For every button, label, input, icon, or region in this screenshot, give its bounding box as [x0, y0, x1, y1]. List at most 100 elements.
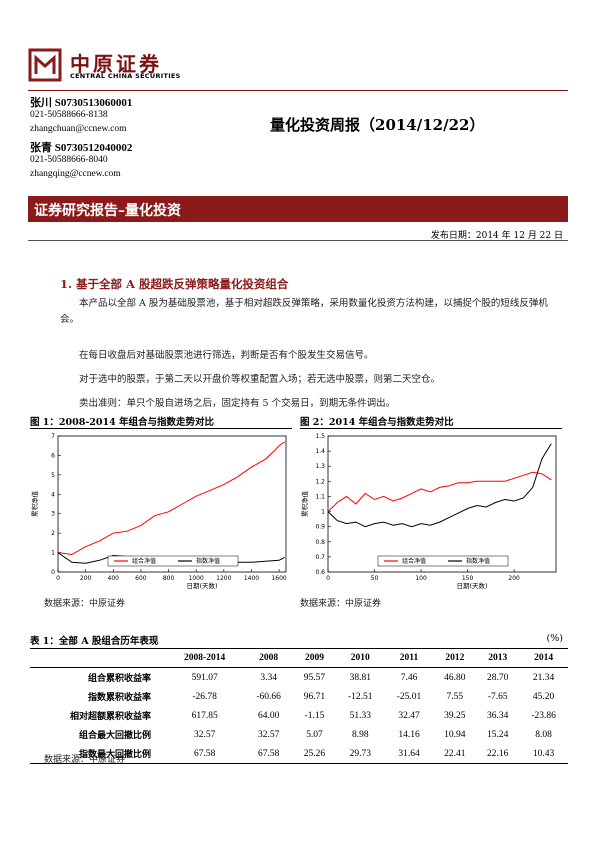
- table-cell: 15.24: [487, 729, 509, 740]
- x-tick-label: 50: [371, 575, 379, 582]
- x-tick-label: 600: [135, 575, 147, 582]
- table-cell: -26.78: [192, 691, 217, 702]
- table-header: [30, 648, 165, 668]
- table-row: 指数最大回撤比例 67.58 67.58 25.26 29.73 31.64 2…: [30, 744, 568, 764]
- y-tick-label: 0.8: [315, 539, 325, 546]
- table-cell: 46.80: [444, 672, 466, 683]
- section-banner: [28, 196, 568, 222]
- table-cell: -25.01: [396, 691, 422, 702]
- table-cell: 10.43: [519, 744, 568, 764]
- x-tick-label: 800: [163, 575, 175, 582]
- x-tick-label: 200: [508, 575, 520, 582]
- y-tick-label: 1.3: [315, 463, 325, 470]
- y-tick-label: 0.9: [315, 524, 325, 531]
- logo-en-text: CENTRAL CHINA SECURITIES: [70, 72, 181, 80]
- table-cell: 25.26: [293, 744, 336, 764]
- y-tick-label: 2: [51, 530, 55, 537]
- plot-area: [57, 435, 287, 573]
- table-cell: 67.58: [244, 744, 293, 764]
- figure-2-source: 数据来源：中原证券: [300, 599, 382, 609]
- table-cell: 7.46: [400, 672, 418, 683]
- y-tick-label: 1: [51, 550, 55, 557]
- table-header: 2012: [433, 648, 477, 668]
- table-cell: 45.20: [532, 691, 555, 702]
- table-header: 2014: [519, 648, 568, 668]
- table-cell: 8.08: [535, 729, 552, 740]
- paragraph-3: 对于选中的股票，于第二天以开盘价等权重配置入场；若无选中股票，则第二天空仓。: [79, 374, 441, 385]
- table-cell: -23.86: [531, 710, 556, 721]
- figure-2-rule: [300, 428, 562, 429]
- table-header: 2013: [476, 648, 520, 668]
- table-cell: 39.25: [444, 710, 466, 721]
- table-cell: 617.85: [191, 710, 218, 721]
- y-tick-label: 6: [51, 452, 55, 459]
- table-cell: 51.33: [349, 710, 371, 721]
- table-source: 数据来源：中原证券: [44, 755, 126, 765]
- paragraph-2: 在每日收盘后对基础股票池进行筛选，判断是否有个股发生交易信号。: [79, 350, 374, 361]
- legend-box: [377, 555, 509, 567]
- analyst-2-name: 张青 S0730512040002: [30, 142, 133, 154]
- legend-label: 组合净值: [402, 557, 426, 565]
- row-label: 指数最大回撤比例: [30, 744, 165, 764]
- row-label: 相对超额累积收益率: [69, 712, 151, 722]
- section-heading: 1. 基于全部 A 股超跌反弹策略量化投资组合: [60, 277, 289, 291]
- table-cell: 32.57: [193, 729, 216, 740]
- table-cell: 67.58: [165, 744, 245, 764]
- row-label: 组合累积收益率: [87, 674, 151, 684]
- plot-area: [327, 435, 557, 573]
- y-tick-label: 0.7: [315, 554, 325, 561]
- x-tick-label: 1600: [271, 575, 286, 582]
- analyst-1-email[interactable]: zhangchuan@ccnew.com: [30, 124, 127, 134]
- paragraph-1: 本产品以全部 A 股为基础股票池，基于相对超跌反弹策略，采用数量化投资方法构建，…: [60, 298, 548, 325]
- analyst-1-name: 张川 S0730513060001: [30, 97, 133, 109]
- row-label: 组合最大回撤比例: [78, 731, 151, 741]
- performance-table: 2008-2014 2008 2009 2010 2011 2012 2013 …: [30, 648, 568, 764]
- y-tick-label: 3: [51, 511, 55, 518]
- table-cell: 31.64: [384, 744, 434, 764]
- table-header: 2011: [384, 648, 434, 668]
- table-cell: -12.51: [348, 691, 373, 702]
- table-row: 组合累积收益率 591.07 3.34 95.57 38.81 7.46 46.…: [30, 668, 568, 688]
- figure-1-rule: [30, 428, 292, 429]
- table-cell: 21.34: [532, 672, 555, 683]
- table-cell: -7.65: [487, 691, 508, 702]
- table-cell: 32.47: [398, 710, 420, 721]
- y-axis-label: 累积净值: [30, 491, 39, 518]
- y-tick-label: 0.6: [315, 569, 325, 576]
- x-tick-label: 200: [80, 575, 92, 582]
- table-cell: 28.70: [487, 672, 509, 683]
- y-tick-label: 4: [51, 491, 55, 498]
- table-cell: 14.16: [398, 729, 420, 740]
- y-tick-label: 1.4: [315, 448, 325, 455]
- figure-1-chart: 0 200 400 600 800 1000 1200 1400 1600 0 1 2 3 4 5 6 7 日期(…: [30, 430, 292, 592]
- table-cell: 22.41: [433, 744, 477, 764]
- legend-label: 指数净值: [466, 557, 490, 565]
- x-tick-label: 0: [326, 575, 330, 582]
- table-row: 组合最大回撤比例 32.57 32.57 5.07 8.98 14.16 10.…: [30, 725, 568, 744]
- report-title: 量化投资周报（2014/12/22）: [270, 116, 485, 134]
- x-tick-label: 1000: [189, 575, 204, 582]
- table-title: 表 1：全部 A 股组合历年表现: [30, 636, 159, 647]
- table-cell: 10.94: [444, 729, 466, 740]
- legend-label: 指数净值: [196, 557, 220, 565]
- x-tick-label: 100: [415, 575, 427, 582]
- series-line-1: [327, 471, 552, 512]
- analyst-2-email[interactable]: zhangqing@ccnew.com: [30, 169, 121, 179]
- table-header-row: 2008-2014 2008 2009 2010 2011 2012 2013 …: [30, 648, 568, 668]
- table-row: 相对超额累积收益率 617.85 64.00 -1.15 51.33 32.47…: [30, 706, 568, 725]
- table-cell: 8.98: [351, 729, 369, 740]
- table-header: 2008: [244, 648, 293, 668]
- x-tick-label: 1200: [216, 575, 231, 582]
- header-divider: [28, 90, 568, 91]
- table-cell: 36.34: [487, 710, 509, 721]
- table-header: 2010: [335, 648, 385, 668]
- table-cell: -1.15: [304, 710, 325, 721]
- y-tick-label: 1.1: [315, 493, 325, 500]
- table-cell: 3.34: [260, 672, 277, 683]
- table-cell: 38.81: [349, 672, 371, 683]
- logo-cn-text: 中原证券: [70, 52, 162, 76]
- figure-2-chart: 0 50 100 150 200 0.6 0.7 0.8 0.9 1 1.1 1.2 1.3 1.4 1.5…: [300, 430, 562, 592]
- banner-text: 证券研究报告–量化投资: [34, 203, 181, 219]
- x-axis-label: 日期(天数): [186, 581, 217, 590]
- legend-label: 组合净值: [132, 557, 156, 565]
